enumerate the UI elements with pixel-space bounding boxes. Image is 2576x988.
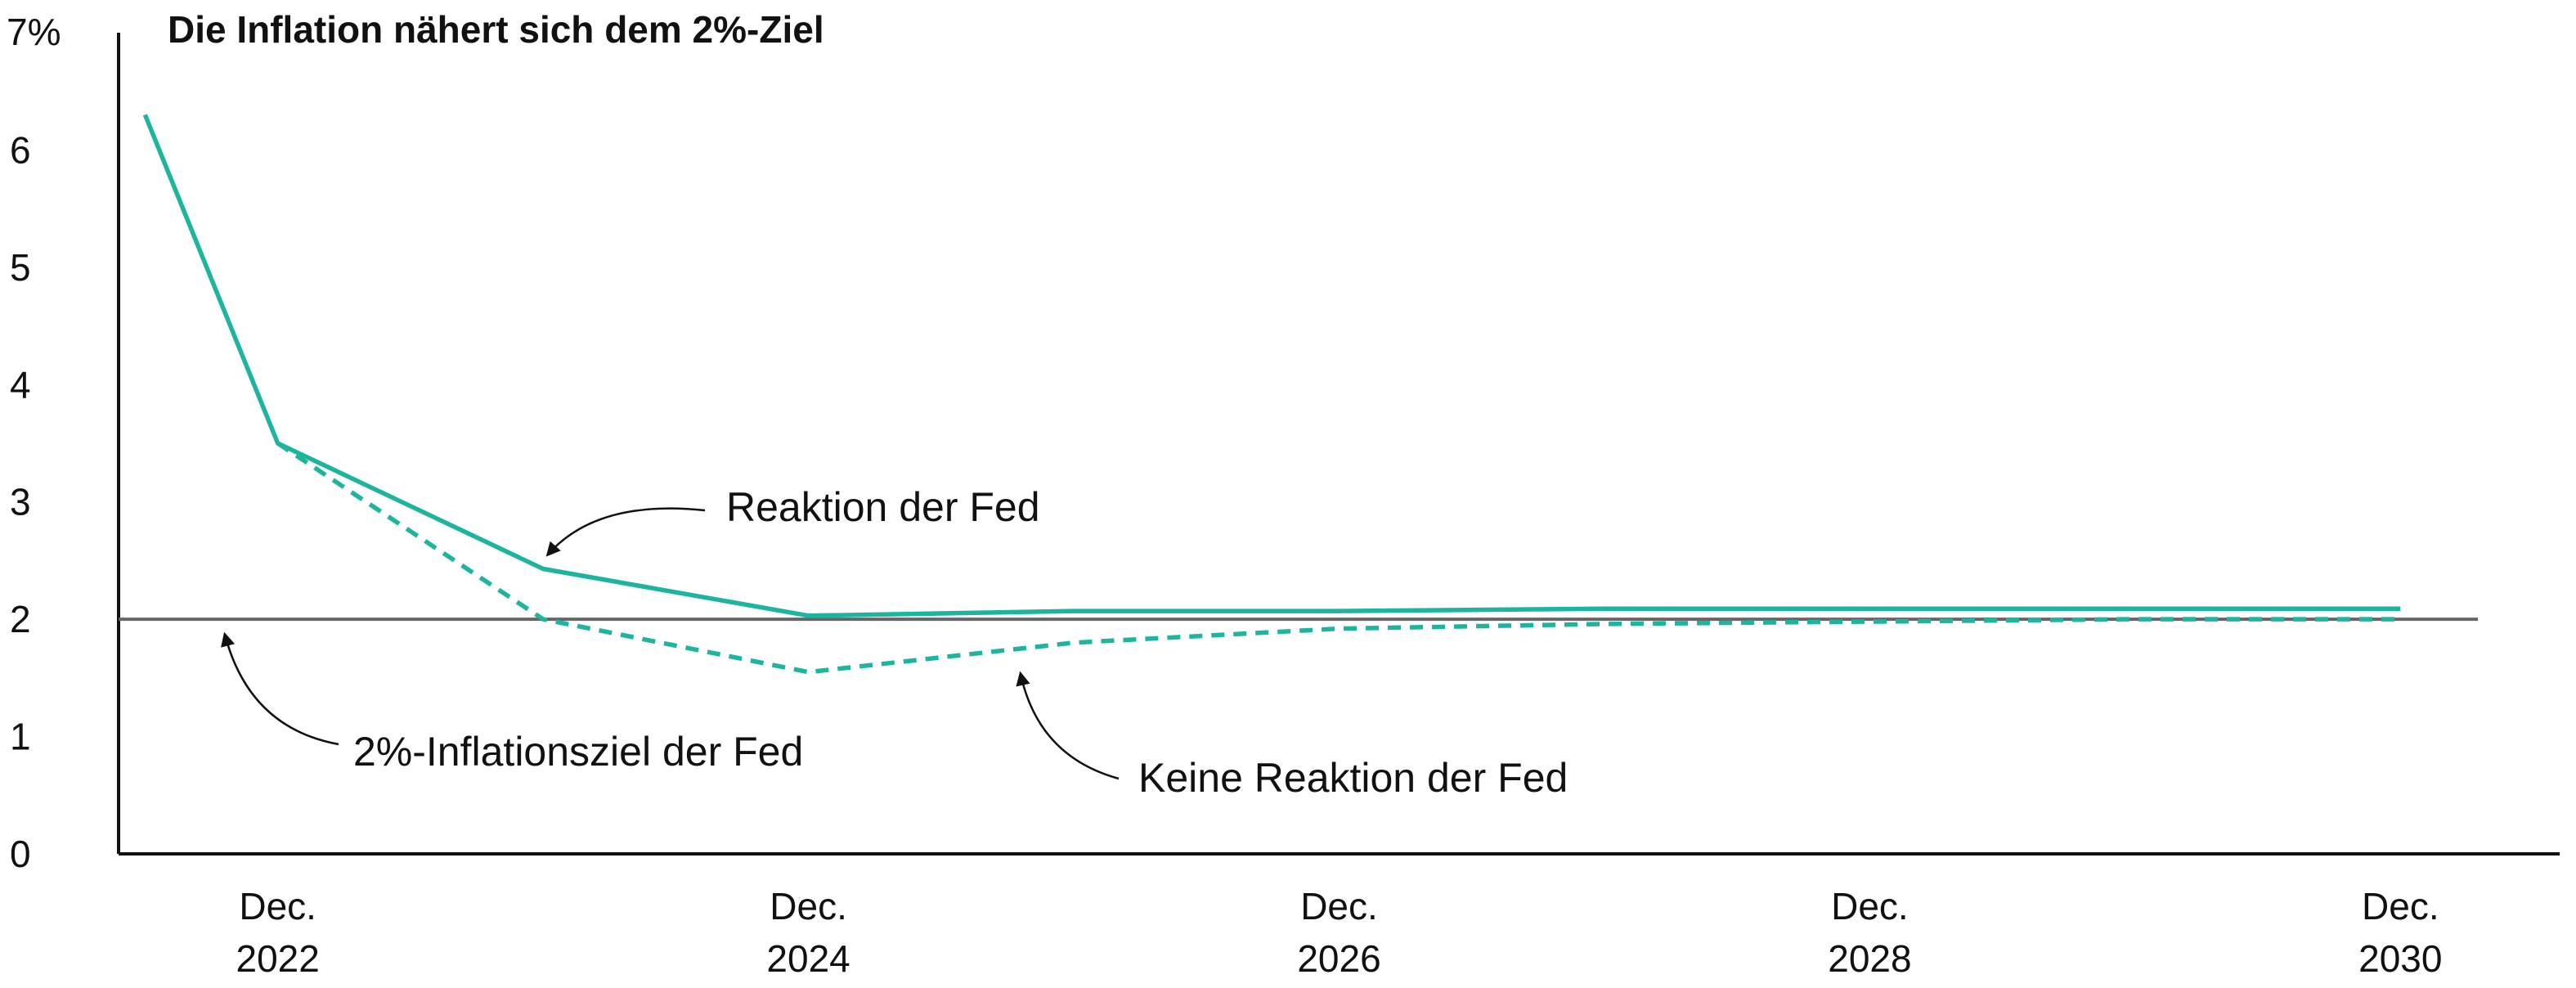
annotation-reaktion-der-fed: Reaktion der Fed [545, 484, 1040, 557]
annotation-label: Reaktion der Fed [726, 484, 1040, 530]
x-tick-label: Dec. [239, 885, 316, 927]
x-tick-label: Dec. [770, 885, 847, 927]
x-tick-label: 2030 [2358, 937, 2442, 980]
annotation-arrow [545, 507, 706, 557]
x-tick-label: Dec. [1831, 885, 1909, 927]
y-tick-label: 0 [10, 833, 31, 875]
y-unit-label: 7% [7, 11, 61, 53]
y-tick-label: 6 [10, 128, 31, 171]
annotation-inflation-target: 2%-Inflationsziel der Fed [221, 631, 803, 775]
y-tick-label: 2 [10, 598, 31, 640]
x-tick-label: 2028 [1828, 937, 1911, 980]
x-tick-label: 2026 [1297, 937, 1380, 980]
annotation-arrow [1016, 671, 1120, 780]
annotation-label: Keine Reaktion der Fed [1138, 755, 1568, 801]
y-tick-label: 5 [10, 246, 31, 289]
x-tick-label: 2022 [236, 937, 320, 980]
annotation-label: 2%-Inflationsziel der Fed [353, 729, 803, 775]
x-tick-label: 2024 [766, 937, 850, 980]
annotation-keine-reaktion-der-fed: Keine Reaktion der Fed [1016, 671, 1568, 801]
chart-title: Die Inflation nähert sich dem 2%-Ziel [168, 8, 824, 51]
series-line-reaktion-der-fed [142, 114, 2401, 618]
y-tick-label: 3 [10, 481, 31, 523]
x-tick-label: Dec. [1300, 885, 1378, 927]
annotation-arrow [221, 631, 339, 746]
x-tick-label: Dec. [2362, 885, 2439, 927]
y-tick-label: 1 [10, 716, 31, 758]
y-tick-label: 4 [10, 363, 31, 406]
series-line-keine-reaktion-der-fed [276, 441, 2401, 675]
